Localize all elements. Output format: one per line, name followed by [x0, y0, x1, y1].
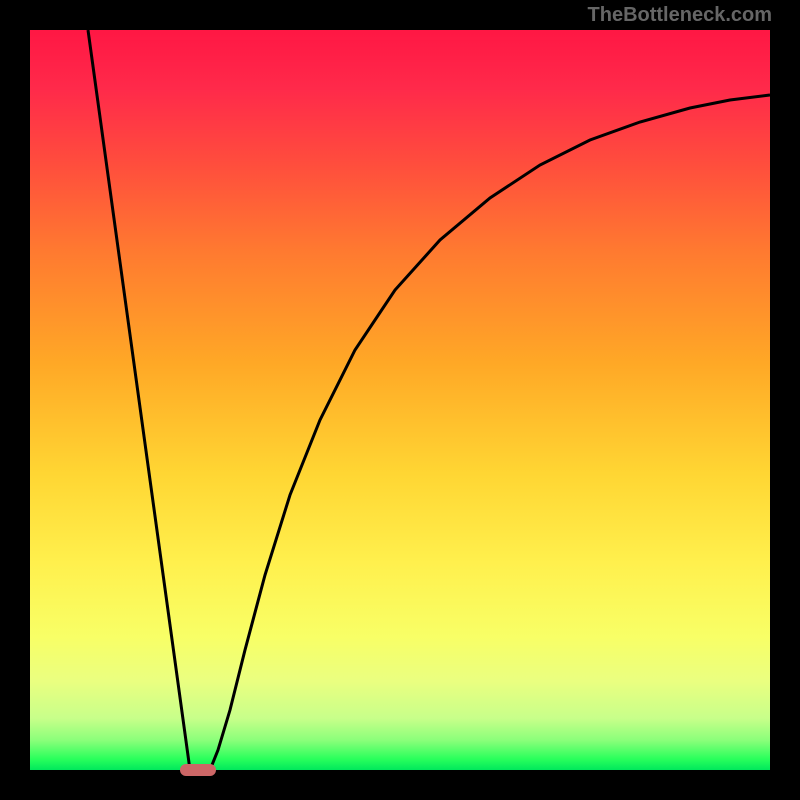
- minimum-marker: [180, 764, 216, 776]
- curve-left-line: [88, 30, 190, 770]
- chart-container: TheBottleneck.com: [0, 0, 800, 800]
- curve-right-path: [210, 95, 770, 770]
- watermark-text: TheBottleneck.com: [588, 4, 772, 27]
- curve-layer: [30, 30, 770, 770]
- plot-area: [30, 30, 770, 770]
